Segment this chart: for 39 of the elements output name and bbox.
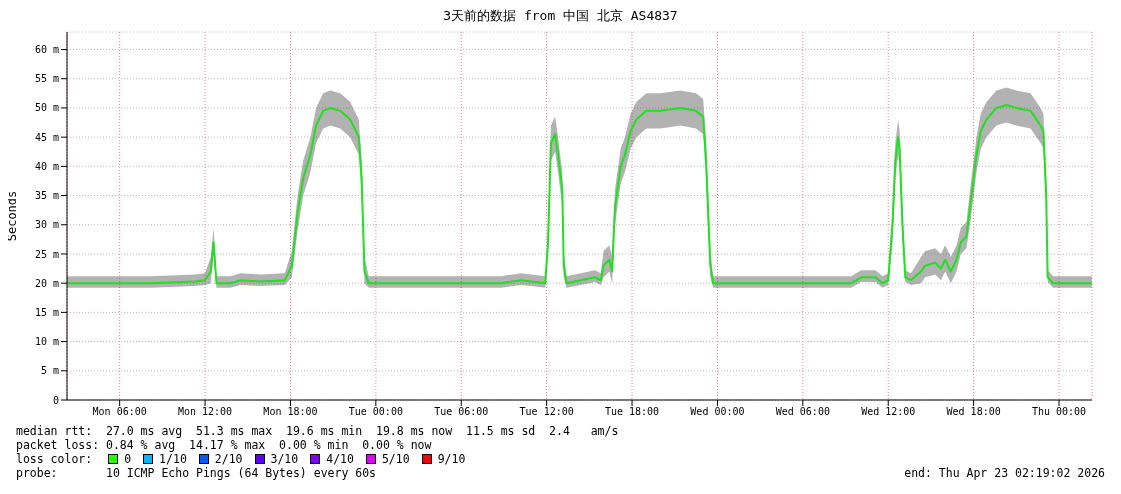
text: median rtt: 27.0 ms avg 51.3 ms max 19.6 ms min 19.8 ms now 11.5 ms sd 2.4 am/s bbox=[16, 424, 620, 438]
text: 1/10 bbox=[159, 452, 187, 466]
x-tick-label: Wed 00:00 bbox=[690, 406, 745, 418]
y-tick-label: 50 m bbox=[34, 102, 59, 114]
y-tick-label: 20 m bbox=[34, 277, 59, 289]
text: 5/10 bbox=[381, 452, 410, 466]
y-tick-label: 35 m bbox=[34, 190, 59, 202]
text: packet loss: 0.84 % avg 14.17 % max 0.00 % min 0.00 % now bbox=[16, 438, 433, 452]
text: probe: 10 ICMP Echo Pings (64 Bytes) every 60s bbox=[16, 466, 377, 480]
x-tick-label: Tue 12:00 bbox=[519, 406, 574, 418]
text: 9/10 bbox=[437, 452, 466, 466]
y-tick-label: 30 m bbox=[34, 219, 59, 231]
x-tick-label: Wed 18:00 bbox=[946, 406, 1001, 418]
x-tick-label: Wed 12:00 bbox=[861, 406, 916, 418]
text: 4/10 bbox=[326, 452, 354, 466]
y-tick-label: 60 m bbox=[34, 44, 59, 56]
text: 0 bbox=[124, 452, 132, 466]
text: 3/10 bbox=[270, 452, 299, 466]
x-tick-label: Tue 18:00 bbox=[604, 406, 660, 418]
text: loss color: bbox=[16, 452, 93, 466]
y-tick-label: 25 m bbox=[34, 248, 59, 260]
y-tick-label: 0 bbox=[52, 394, 59, 406]
y-axis-title: Seconds bbox=[5, 190, 20, 242]
y-tick-label: 15 m bbox=[34, 306, 59, 318]
text: 2/10 bbox=[214, 452, 243, 466]
y-tick-label: 10 m bbox=[34, 336, 59, 348]
chart-title: 3天前的数据 from 中国 北京 AS4837 bbox=[442, 8, 679, 24]
x-tick-label: Mon 06:00 bbox=[92, 406, 147, 418]
y-tick-label: 45 m bbox=[34, 131, 59, 143]
x-tick-label: Mon 12:00 bbox=[177, 406, 233, 418]
y-tick-label: 55 m bbox=[34, 73, 59, 85]
text: end: Thu Apr 23 02:19:02 2026 bbox=[904, 466, 1105, 480]
x-tick-label: Mon 18:00 bbox=[263, 406, 318, 418]
x-tick-label: Tue 06:00 bbox=[434, 406, 489, 418]
y-tick-label: 40 m bbox=[34, 160, 59, 172]
x-tick-label: Thu 00:00 bbox=[1031, 406, 1087, 418]
x-tick-label: Wed 06:00 bbox=[775, 406, 830, 418]
x-tick-label: Tue 00:00 bbox=[348, 406, 403, 418]
y-tick-label: 5 m bbox=[40, 365, 59, 377]
